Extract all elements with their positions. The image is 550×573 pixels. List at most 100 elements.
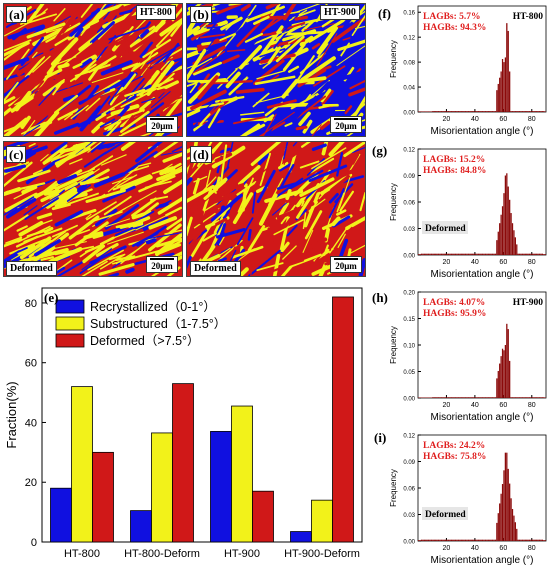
histogram-bar	[523, 111, 525, 112]
grain-lath	[187, 122, 199, 136]
plot-frame	[417, 434, 547, 542]
grain-lath	[311, 147, 347, 170]
histogram-bar	[443, 539, 445, 541]
histogram-bar	[418, 397, 420, 398]
histogram-bar	[453, 397, 455, 398]
bar-substructured	[71, 386, 93, 543]
x-tick-label: 60	[499, 402, 507, 409]
histogram-bar	[541, 539, 544, 541]
legend-swatch	[55, 316, 85, 331]
histogram-bar	[472, 397, 474, 398]
histogram-bar	[453, 111, 455, 112]
grain-lath	[91, 121, 104, 134]
grain-lath	[204, 86, 224, 98]
histogram-i: 0.00 0.03 0.06 0.09 0.12 20 40 60 80 Misorientati…	[389, 434, 547, 566]
histogram-bar	[479, 111, 481, 112]
grain-lath	[59, 192, 99, 208]
bar-recrystallized	[290, 531, 312, 543]
bar-substructured	[311, 499, 333, 543]
grain-lath	[146, 232, 182, 240]
grain-lath	[80, 4, 94, 18]
histogram-bar	[480, 397, 482, 398]
histogram-bar	[422, 539, 424, 541]
histogram-bar	[496, 522, 498, 541]
y-tick-label: 0.08	[403, 61, 415, 67]
histogram-bar	[487, 253, 489, 255]
histogram-bar	[469, 253, 471, 255]
histogram-bar	[526, 397, 528, 398]
grain-lath	[250, 142, 282, 166]
histogram-bar	[531, 111, 534, 112]
grain-lath	[343, 142, 365, 158]
grain-lath	[219, 144, 228, 184]
grain-lath	[202, 176, 217, 192]
histogram-bar	[469, 397, 471, 398]
grain-lath	[81, 260, 108, 276]
x-tick-label: 20	[443, 259, 451, 266]
histogram-bar	[527, 397, 529, 398]
grain-lath	[108, 26, 147, 41]
grain-lath	[5, 236, 23, 244]
grain-lath	[85, 97, 101, 112]
bar-recrystallized	[210, 431, 232, 543]
histogram-bar	[437, 111, 440, 112]
grain-lath	[164, 59, 182, 76]
histogram-bar	[427, 397, 430, 398]
grain-lath	[44, 68, 63, 79]
histogram-bar	[517, 539, 519, 541]
y-tick-label: 0.00	[403, 540, 415, 546]
histogram-bar	[480, 253, 482, 255]
grain-lath	[190, 223, 212, 258]
sample-tag: Deformed	[425, 510, 466, 520]
histogram-bar	[506, 173, 508, 255]
histogram-bar	[462, 111, 464, 112]
grain-lath	[222, 211, 230, 219]
y-tick-label: 0.00	[403, 254, 415, 260]
grain-lath	[4, 22, 30, 37]
histogram-bar	[454, 539, 457, 541]
grain-lath	[64, 113, 74, 121]
histogram-bar	[457, 111, 460, 112]
grain-lath	[92, 233, 104, 239]
grain-lath	[260, 32, 277, 37]
histogram-bar	[479, 539, 481, 541]
grain-lath	[4, 192, 39, 213]
grain-lath	[319, 120, 331, 130]
histogram-bar	[520, 397, 522, 398]
grain-lath	[148, 223, 182, 252]
grain-lath	[278, 161, 289, 170]
grain-lath	[50, 230, 67, 243]
y-tick-label: 0.16	[403, 11, 415, 17]
grain-lath	[32, 55, 51, 73]
grain-lath	[114, 226, 134, 237]
histogram-bar	[453, 253, 455, 255]
grain-lath	[257, 108, 287, 117]
grain-lath	[24, 197, 59, 221]
histogram-bar	[459, 253, 461, 255]
grain-lath	[211, 207, 231, 224]
grain-lath	[341, 175, 365, 184]
histogram-bar	[523, 397, 525, 398]
grain-lath	[210, 106, 230, 128]
grain-lath	[216, 228, 246, 239]
grain-lath	[50, 142, 68, 155]
grain-lath	[276, 201, 315, 220]
scale-bar-line-a	[150, 118, 174, 120]
histogram-bar	[435, 253, 437, 255]
grain-lath	[236, 217, 254, 246]
grain-lath	[88, 55, 117, 73]
grain-lath	[62, 191, 86, 198]
grain-lath	[286, 253, 322, 269]
x-tick-label: 40	[471, 402, 479, 409]
histogram-bar	[536, 111, 538, 112]
grain-lath	[311, 124, 322, 136]
grain-lath	[40, 154, 49, 162]
histogram-bar	[497, 231, 499, 255]
grain-lath	[140, 48, 156, 70]
histogram-bar	[446, 539, 448, 541]
histogram-bar	[419, 397, 421, 398]
grain-lath	[236, 181, 257, 196]
histogram-bar	[530, 111, 532, 112]
grain-lath	[86, 201, 117, 221]
grain-lath	[207, 108, 221, 129]
